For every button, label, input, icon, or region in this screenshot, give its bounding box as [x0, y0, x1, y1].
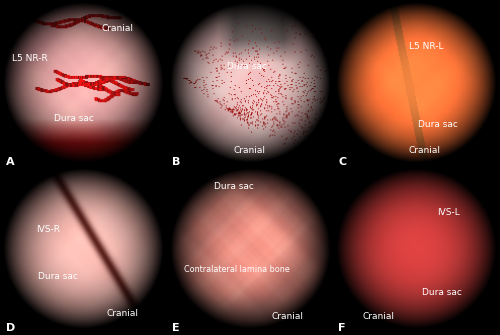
Text: B: B [172, 157, 180, 168]
Text: D: D [6, 324, 15, 333]
Text: Dura sac: Dura sac [54, 114, 94, 123]
Text: F: F [338, 324, 346, 333]
Text: Cranial: Cranial [234, 146, 266, 155]
Text: Dura sac: Dura sac [418, 121, 458, 129]
Text: Cranial: Cranial [102, 24, 134, 34]
Text: Dura sac: Dura sac [422, 288, 463, 297]
Text: Cranial: Cranial [272, 313, 304, 322]
Text: IVS-L: IVS-L [438, 208, 460, 217]
Text: Dura sac: Dura sac [38, 272, 78, 281]
Text: Dura sac: Dura sac [214, 182, 254, 191]
Text: Contralateral lamina bone: Contralateral lamina bone [184, 265, 290, 274]
Text: Cranial: Cranial [408, 146, 440, 155]
Text: Dura sac: Dura sac [227, 62, 266, 71]
Text: E: E [172, 324, 180, 333]
Text: Cranial: Cranial [106, 309, 138, 318]
Text: Cranial: Cranial [363, 313, 395, 322]
Text: IVS-R: IVS-R [36, 225, 60, 233]
Text: L5 NR-L: L5 NR-L [409, 43, 444, 51]
Text: C: C [338, 157, 346, 168]
Text: A: A [6, 157, 14, 168]
Text: L5 NR-R: L5 NR-R [12, 54, 48, 63]
